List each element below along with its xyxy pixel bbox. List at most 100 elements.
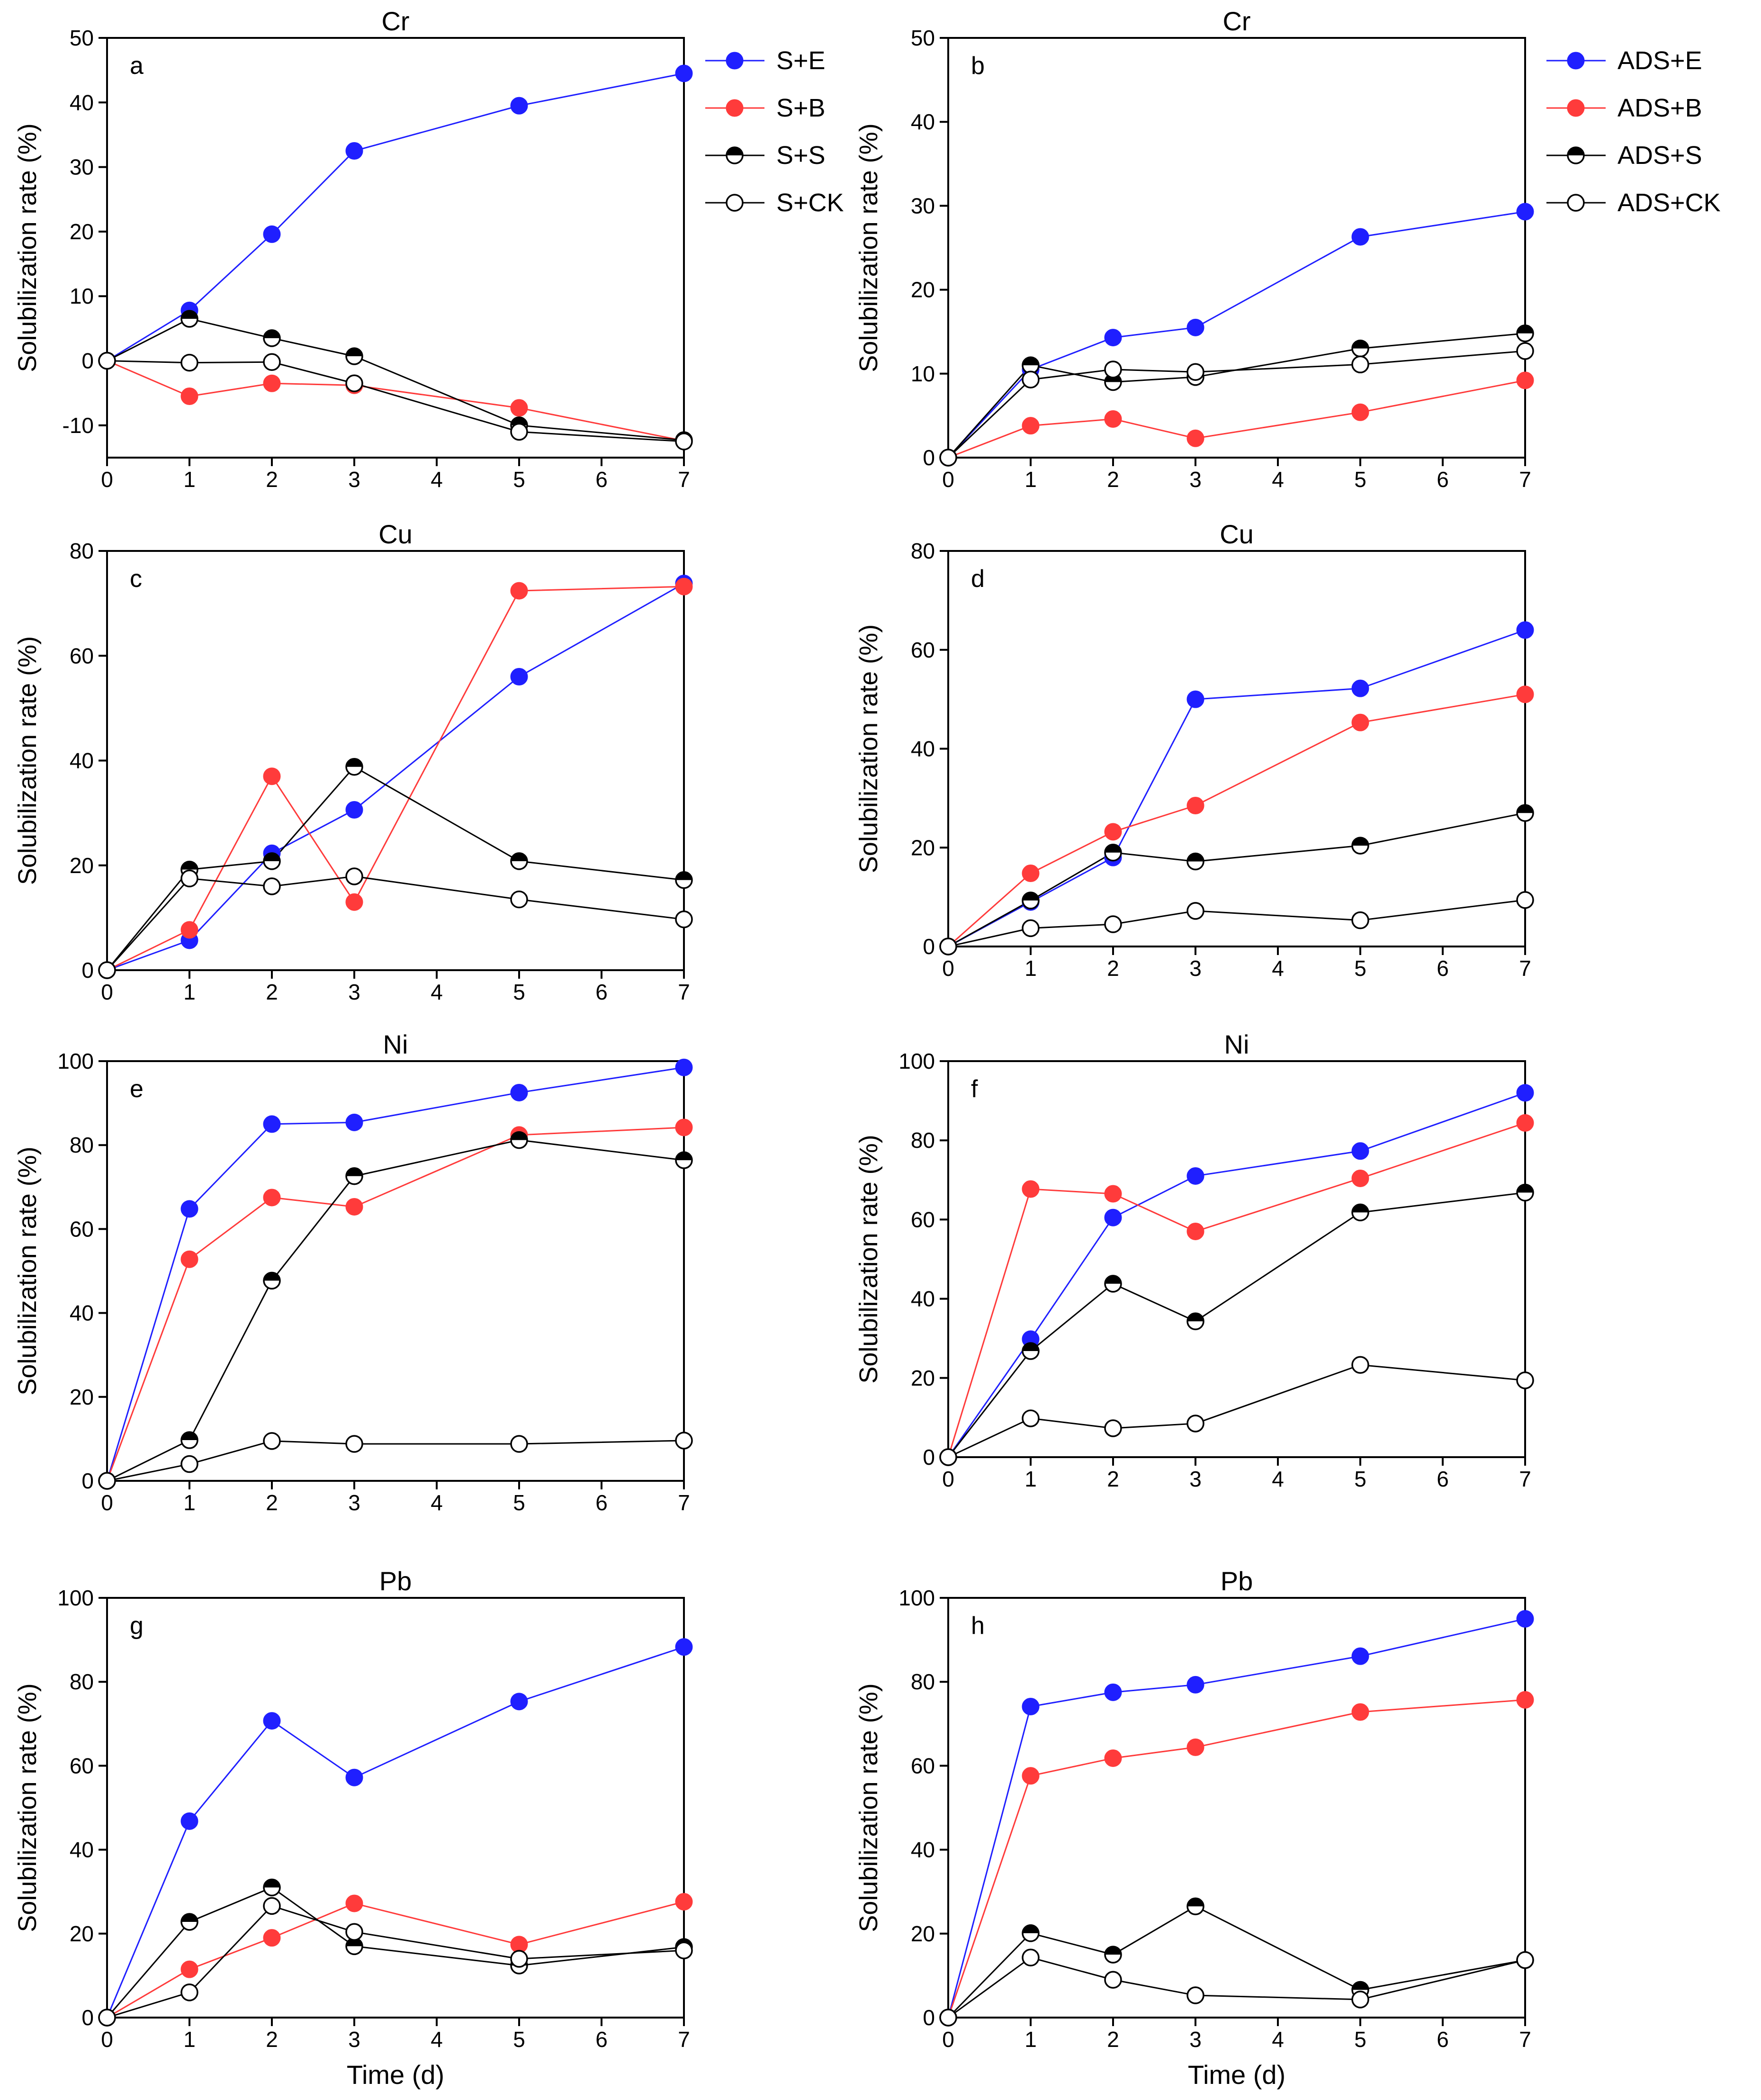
y-tick-label: 40 [911,1838,935,1862]
series-line-ADS+S [947,333,1526,458]
data-point-S+B [263,1929,281,1947]
x-tick-label: 4 [1272,1467,1284,1491]
data-point-S+B [675,577,693,595]
data-point-ADS+E [1186,690,1204,708]
data-point-S+B [345,893,363,911]
panel-label: a [130,52,144,80]
data-point-ADS+E [1516,203,1534,221]
data-point-S+E [510,97,528,115]
data-point-S+E [675,1638,693,1656]
data-point-S+CK [345,374,363,392]
data-point-ADS+E [1186,1676,1204,1694]
x-tick-label: 1 [183,467,196,492]
data-point-S+B [345,1894,363,1912]
data-point-ADS+E [1186,318,1204,336]
data-point-ADS+CK [1186,902,1204,920]
data-point-ADS+CK [939,2009,957,2027]
data-point-S+B [263,1189,281,1207]
x-tick-label: 2 [266,980,278,1004]
panel-title: Cr [1222,6,1250,36]
data-point-S+E [263,1115,281,1133]
data-point-S+E [180,1812,198,1830]
data-point-S+E [675,1058,693,1076]
y-tick-label: 20 [70,1921,94,1946]
panel-title: Cu [1220,519,1254,549]
data-point-ADS+S [1186,1312,1204,1331]
data-point-S+CK [510,1435,528,1453]
y-tick-label: 80 [70,1133,94,1157]
data-point-ADS+CK [1351,355,1369,374]
y-axis-label: Solubilization rate (%) [854,624,883,873]
data-point-ADS+B [1186,429,1204,447]
data-point-S+S [345,347,363,365]
x-tick-label: 1 [1024,2027,1037,2052]
x-tick-label: 3 [348,1490,360,1515]
data-point-ADS+CK [939,449,957,467]
panel-g: 0 1 2 3 4 5 6 7 0 20 40 60 80 100 Pb g Solubilization ra… [13,1566,693,2090]
x-tick-label: 3 [1189,956,1202,981]
x-tick-label: 4 [431,2027,443,2052]
y-tick-label: 60 [911,1207,935,1232]
x-axis-label: Time (d) [347,2060,444,2090]
x-tick-label: 1 [183,980,196,1004]
data-point-S+CK [263,1432,281,1450]
x-tick-label: 1 [183,2027,196,2052]
x-tick-label: 6 [595,467,608,492]
y-tick-label: 100 [898,1049,935,1073]
data-point-ADS+S [1022,1924,1040,1942]
legend-marker [1567,146,1585,164]
panel-label: d [971,565,985,593]
data-point-ADS+CK [1186,1415,1204,1433]
data-point-ADS+CK [1351,1991,1369,2009]
y-tick-label: 20 [70,1385,94,1409]
y-axis-label: Solubilization rate (%) [13,636,42,885]
legend-label: ADS+E [1617,46,1702,75]
data-point-S+CK [510,890,528,909]
x-tick-label: 6 [1437,956,1449,981]
panel-label: c [130,565,142,593]
series-line-S+S [107,1139,684,1482]
y-tick-label: 0 [81,1469,94,1493]
data-point-ADS+CK [939,937,957,955]
data-point-ADS+E [1104,1683,1122,1701]
series-line-ADS+B [947,1699,1526,2018]
x-tick-label: 5 [1354,1467,1366,1491]
plot-frame [106,550,685,971]
panel-label: g [130,1612,144,1640]
y-tick-label: 0 [81,2005,94,2030]
y-axis-label: Solubilization rate (%) [854,123,883,372]
x-tick-label: 7 [1519,1467,1531,1491]
y-tick-label: 0 [81,349,94,373]
plot-frame [947,1060,1526,1458]
x-tick-label: 6 [1437,1467,1449,1491]
series-line-S+E [106,1646,684,2018]
data-point-S+S [263,852,281,870]
data-point-ADS+B [1516,685,1534,703]
series-line-S+B [107,1901,684,2019]
data-point-S+B [675,1118,693,1136]
x-tick-label: 2 [266,2027,278,2052]
data-point-S+B [510,582,528,600]
data-point-ADS+B [1022,865,1040,883]
x-tick-label: 0 [101,980,113,1004]
x-tick-label: 6 [1437,2027,1449,2052]
data-point-ADS+S [1186,852,1204,871]
data-point-ADS+B [1104,1185,1122,1203]
x-tick-label: 1 [183,1490,196,1515]
data-point-S+B [263,374,281,392]
x-tick-label: 7 [678,467,690,492]
data-point-S+S [675,871,693,889]
panel-title: Ni [383,1029,408,1059]
data-point-ADS+S [1516,804,1534,822]
y-axis-label: Solubilization rate (%) [854,1683,883,1932]
series-line-S+S [106,766,684,971]
data-point-ADS+CK [1186,363,1204,381]
x-tick-label: 0 [942,467,954,492]
x-tick-label: 7 [678,2027,690,2052]
data-point-S+S [180,310,198,328]
series-line-S+S [107,318,684,441]
y-tick-label: 60 [70,643,94,668]
data-point-ADS+B [1186,797,1204,815]
x-tick-label: 6 [1437,467,1449,492]
legend: ADS+E ADS+B ADS+S ADS+CK [1546,46,1721,217]
